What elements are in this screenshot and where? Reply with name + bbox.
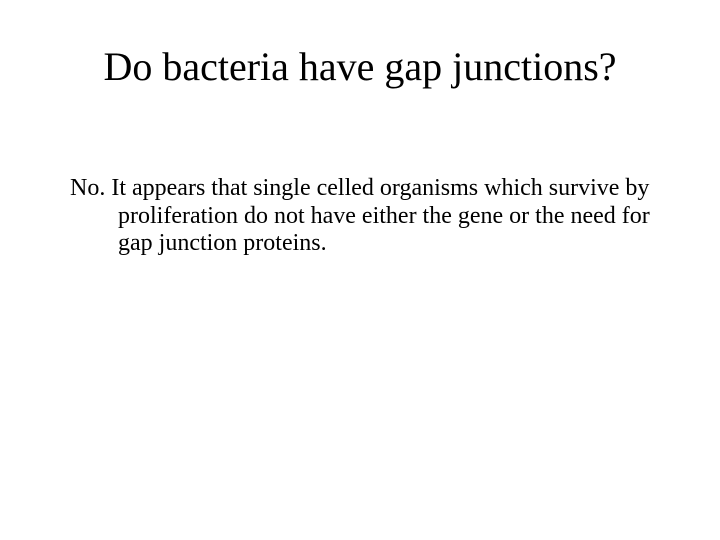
slide-body-text: No. It appears that single celled organi…: [70, 175, 650, 258]
slide-body: No. It appears that single celled organi…: [70, 175, 650, 258]
slide: Do bacteria have gap junctions? No. It a…: [0, 0, 720, 540]
slide-title: Do bacteria have gap junctions?: [0, 45, 720, 89]
